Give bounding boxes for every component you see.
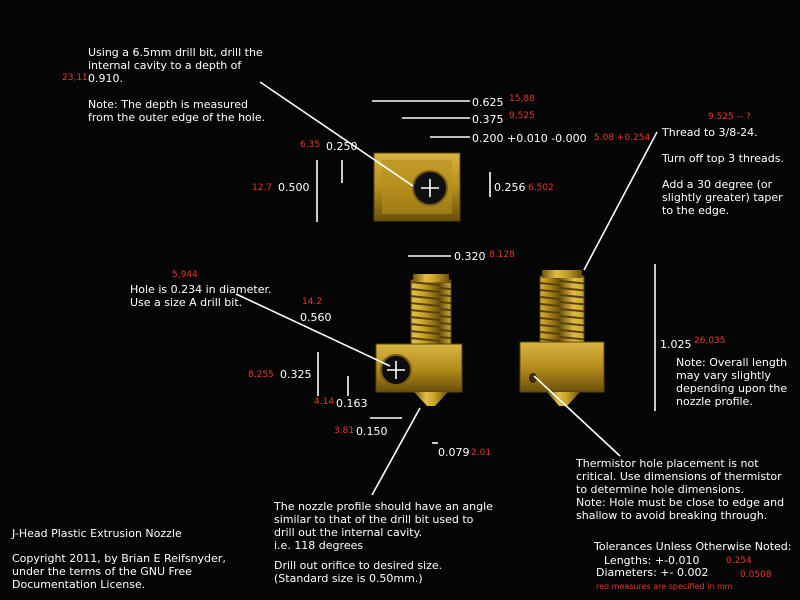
dim-0250: 0.250 bbox=[326, 140, 358, 153]
thread-note: Thread to 3/8-24. Turn off top 3 threads… bbox=[662, 126, 784, 217]
drawing-title: J-Head Plastic Extrusion Nozzle bbox=[12, 527, 182, 540]
dim-0500: 0.500 bbox=[278, 181, 310, 194]
orifice-note: Drill out orifice to desired size. (Stan… bbox=[274, 559, 443, 585]
dim-0320: 0.320 bbox=[454, 250, 486, 263]
dim-0625-mm: 15,88 bbox=[509, 94, 535, 104]
dim-1025: 1.025 bbox=[660, 338, 692, 351]
dim-0150-mm: 3.81 bbox=[334, 426, 355, 436]
dimension-lines bbox=[235, 81, 658, 496]
thread-mm: 9.525 -- ? bbox=[708, 112, 751, 122]
dim-0163-mm: 4.14 bbox=[314, 397, 335, 407]
dim-0250-mm: 6.35 bbox=[300, 140, 321, 150]
dim-1025-mm: 26,035 bbox=[694, 336, 726, 346]
dim-0079: 0.079 bbox=[438, 446, 470, 459]
dim-0200: 0.200 +0.010 -0.000 bbox=[472, 132, 587, 145]
nozzle-profile-note: The nozzle profile should have an angle … bbox=[274, 500, 493, 552]
front-view-nozzle bbox=[375, 274, 463, 406]
dim-0375: 0.375 bbox=[472, 113, 504, 126]
dim-0500-mm: 12.7 bbox=[252, 183, 273, 193]
hole-note: Hole is 0.234 in diameter. Use a size A … bbox=[130, 283, 272, 309]
side-view-nozzle bbox=[519, 270, 605, 406]
dim-0320-mm: 8.128 bbox=[489, 250, 515, 260]
dim-0256: 0.256 bbox=[494, 181, 526, 194]
dim-0625: 0.625 bbox=[472, 96, 504, 109]
dim-0560: 0.560 bbox=[300, 311, 332, 324]
tolerance-lengths-mm: 0.254 bbox=[726, 556, 752, 566]
dim-0079-mm: 2.01 bbox=[471, 448, 492, 458]
copyright-notice: Copyright 2011, by Brian E Reifsnyder, u… bbox=[12, 552, 226, 591]
dim-0200-mm: 5.08 +0.254 bbox=[594, 133, 651, 143]
tolerance-lengths: Lengths: +-0.010 bbox=[604, 554, 700, 567]
top-view-block bbox=[373, 152, 461, 222]
dim-0150: 0.150 bbox=[356, 425, 388, 438]
cavity-depth-mm: 23,11 bbox=[62, 73, 88, 83]
thermistor-note: Thermistor hole placement is not critica… bbox=[576, 457, 785, 522]
dim-0560-mm: 14.2 bbox=[302, 297, 323, 307]
drill-cavity-note: Using a 6.5mm drill bit, drill the inter… bbox=[88, 46, 266, 124]
dim-0325: 0.325 bbox=[280, 368, 312, 381]
tolerance-diameters: Diameters: +- 0.002 bbox=[596, 566, 709, 579]
dim-0163: 0.163 bbox=[336, 397, 368, 410]
hole-diameter-mm: 5,944 bbox=[172, 270, 198, 280]
tolerance-diameters-mm: 0.0508 bbox=[740, 570, 772, 580]
overall-length-note: Note: Overall length may vary slightly d… bbox=[676, 356, 788, 408]
tolerances-heading: Tolerances Unless Otherwise Noted: bbox=[594, 540, 792, 553]
dim-0256-mm: 6.502 bbox=[528, 183, 554, 193]
mm-footer-note: red measures are specified in mm bbox=[596, 582, 733, 591]
dim-0375-mm: 9,525 bbox=[509, 111, 535, 121]
dim-0325-mm: 8,255 bbox=[248, 370, 274, 380]
